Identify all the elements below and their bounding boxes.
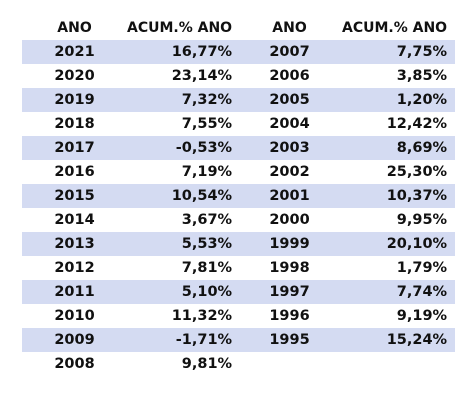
header-value: ACUM.% ANO [342,16,456,40]
left-table-body: 2021 16,77% 2020 23,14% 2019 7,32% 2018 7,55% 20… [22,40,241,376]
return-cell: 10,54% [127,184,241,208]
table-row: 1999 20,10% [237,232,456,256]
return-cell: 7,75% [342,40,456,64]
year-cell: 1995 [237,328,342,352]
year-cell: 2001 [237,184,342,208]
year-cell: 2018 [22,112,127,136]
empty-cell [342,352,456,376]
year-cell: 2017 [22,136,127,160]
table-row: 2013 5,53% [22,232,241,256]
year-cell: 2002 [237,160,342,184]
table-row: 2010 11,32% [22,304,241,328]
year-cell: 2015 [22,184,127,208]
table-row: 2012 7,81% [22,256,241,280]
return-cell: 5,53% [127,232,241,256]
year-cell: 2005 [237,88,342,112]
return-cell: 25,30% [342,160,456,184]
year-cell: 2007 [237,40,342,64]
return-cell: 7,19% [127,160,241,184]
return-cell: 12,42% [342,112,456,136]
return-cell: 20,10% [342,232,456,256]
empty-cell [237,352,342,376]
year-cell: 2010 [22,304,127,328]
year-cell: 1997 [237,280,342,304]
table-row: 1997 7,74% [237,280,456,304]
year-cell: 2014 [22,208,127,232]
table-row: 2009 -1,71% [22,328,241,352]
table-row: 2004 12,42% [237,112,456,136]
right-table-body: 2007 7,75% 2006 3,85% 2005 1,20% 2004 12,42% 200… [237,40,456,376]
table-row: 2003 8,69% [237,136,456,160]
return-cell: 8,69% [342,136,456,160]
table-row: 2002 25,30% [237,160,456,184]
year-cell: 2016 [22,160,127,184]
year-cell: 2006 [237,64,342,88]
returns-table-right: ANO ACUM.% ANO 2007 7,75% 2006 3,85% 2005 1,2… [237,16,456,376]
header-value: ACUM.% ANO [127,16,241,40]
header-row: ANO ACUM.% ANO [237,16,456,40]
returns-table-left: ANO ACUM.% ANO 2021 16,77% 2020 23,14% 2019 7… [22,16,241,376]
year-cell: 2000 [237,208,342,232]
table-row: 2018 7,55% [22,112,241,136]
return-cell: 1,20% [342,88,456,112]
table-row: 1995 15,24% [237,328,456,352]
table-row: 2006 3,85% [237,64,456,88]
table-row: 2021 16,77% [22,40,241,64]
header-row: ANO ACUM.% ANO [22,16,241,40]
year-cell: 2021 [22,40,127,64]
return-cell: 23,14% [127,64,241,88]
return-cell: 15,24% [342,328,456,352]
table-row: 1996 9,19% [237,304,456,328]
year-cell: 2008 [22,352,127,376]
table-row: 2001 10,37% [237,184,456,208]
return-cell: 9,81% [127,352,241,376]
year-cell: 2013 [22,232,127,256]
table-row: 2015 10,54% [22,184,241,208]
table-row: 2016 7,19% [22,160,241,184]
header-year: ANO [22,16,127,40]
header-year: ANO [237,16,342,40]
return-cell: 11,32% [127,304,241,328]
table-row: 2014 3,67% [22,208,241,232]
table-row [237,352,456,376]
table-row: 1998 1,79% [237,256,456,280]
year-cell: 1996 [237,304,342,328]
return-cell: 7,32% [127,88,241,112]
year-cell: 2003 [237,136,342,160]
table-row: 2005 1,20% [237,88,456,112]
return-cell: 5,10% [127,280,241,304]
year-cell: 2009 [22,328,127,352]
year-cell: 1999 [237,232,342,256]
return-cell: 7,55% [127,112,241,136]
year-cell: 2012 [22,256,127,280]
year-cell: 2011 [22,280,127,304]
return-cell: 7,81% [127,256,241,280]
return-cell: 3,67% [127,208,241,232]
return-cell: 7,74% [342,280,456,304]
return-cell: -0,53% [127,136,241,160]
table-row: 2011 5,10% [22,280,241,304]
table-row: 2007 7,75% [237,40,456,64]
return-cell: 9,19% [342,304,456,328]
year-cell: 1998 [237,256,342,280]
return-cell: 3,85% [342,64,456,88]
table-row: 2019 7,32% [22,88,241,112]
table-row: 2017 -0,53% [22,136,241,160]
table-row: 2020 23,14% [22,64,241,88]
return-cell: 16,77% [127,40,241,64]
return-cell: -1,71% [127,328,241,352]
return-cell: 10,37% [342,184,456,208]
table-row: 2008 9,81% [22,352,241,376]
year-cell: 2004 [237,112,342,136]
year-cell: 2019 [22,88,127,112]
year-cell: 2020 [22,64,127,88]
return-cell: 1,79% [342,256,456,280]
table-row: 2000 9,95% [237,208,456,232]
return-cell: 9,95% [342,208,456,232]
